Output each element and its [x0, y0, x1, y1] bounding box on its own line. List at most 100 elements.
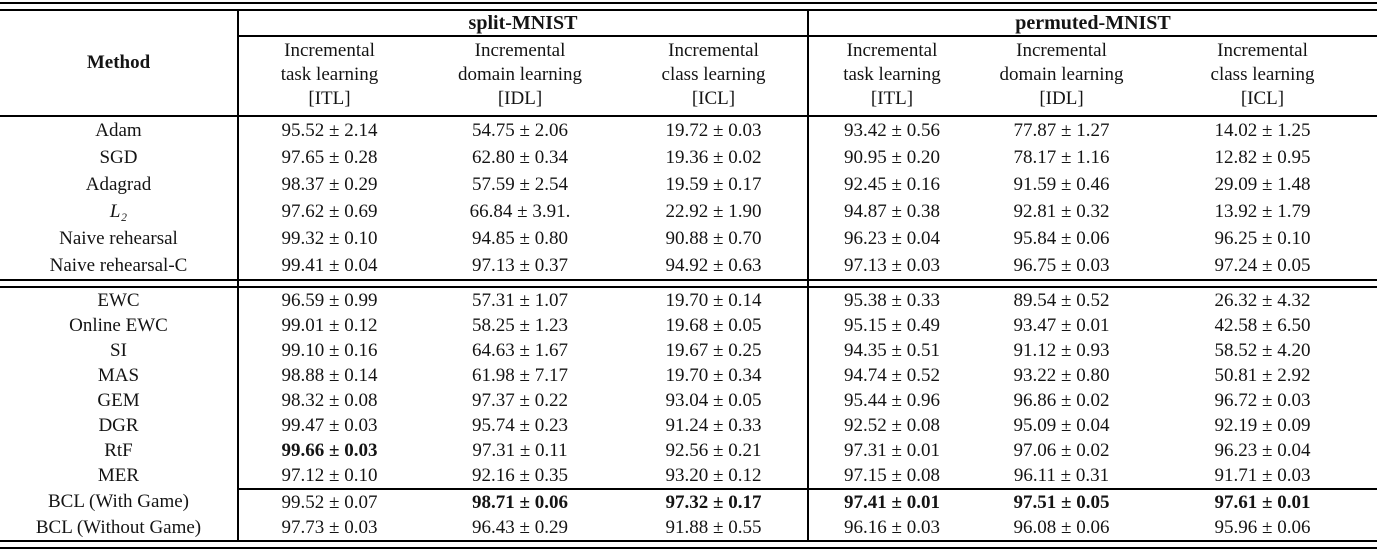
value-cell: 14.02 ± 1.25: [1214, 119, 1311, 141]
value-cell: 19.70 ± 0.34: [665, 364, 762, 386]
value-cell: 99.47 ± 0.03: [237, 413, 420, 438]
value-cell: 96.23 ± 0.04: [1214, 439, 1311, 461]
value-cell: 58.52 ± 4.20: [1214, 339, 1311, 361]
value-cell: 26.32 ± 4.32: [1214, 289, 1311, 311]
value-cell: 97.13 ± 0.37: [472, 254, 568, 276]
value-cell: 98.32 ± 0.08: [237, 388, 420, 413]
value-cell: 92.45 ± 0.16: [807, 171, 975, 198]
table-row-dgr: DGR 99.47 ± 0.03 95.74 ± 0.23 91.24 ± 0.…: [0, 413, 1377, 438]
value-cell: 94.85 ± 0.80: [472, 227, 568, 249]
value-cell: 19.68 ± 0.05: [665, 314, 762, 336]
value-cell: 96.59 ± 0.99: [237, 287, 420, 313]
table-row-adagrad: Adagrad 98.37 ± 0.29 57.59 ± 2.54 19.59 …: [0, 171, 1377, 198]
value-cell: 92.52 ± 0.08: [807, 413, 975, 438]
value-cell: 98.71 ± 0.06: [420, 488, 620, 515]
value-cell: 97.31 ± 0.11: [472, 439, 568, 461]
table-row-mer: MER 97.12 ± 0.10 92.16 ± 0.35 93.20 ± 0.…: [0, 463, 1377, 489]
method-cell: GEM: [97, 389, 140, 411]
top-double-rule: [0, 2, 1377, 11]
method-cell: SGD: [99, 146, 138, 168]
value-cell: 13.92 ± 1.79: [1214, 200, 1311, 222]
value-cell: 97.51 ± 0.05: [975, 488, 1148, 515]
value-cell: 57.31 ± 1.07: [472, 289, 568, 311]
method-cell: MAS: [97, 364, 140, 386]
value-cell: 96.16 ± 0.03: [807, 515, 975, 541]
group-header-split-mnist: split-MNIST: [237, 10, 808, 37]
value-cell: 64.63 ± 1.67: [472, 339, 568, 361]
value-cell: 93.04 ± 0.05: [665, 389, 762, 411]
value-cell: 99.32 ± 0.10: [237, 225, 420, 252]
column-header-permuted-icl: Incremental class learning [ICL]: [1148, 36, 1377, 117]
value-cell: 94.35 ± 0.51: [807, 338, 975, 363]
value-cell: 91.59 ± 0.46: [1013, 173, 1110, 195]
value-cell: 94.87 ± 0.38: [807, 198, 975, 225]
value-cell: 99.01 ± 0.12: [237, 313, 420, 338]
method-cell: BCL (Without Game): [35, 516, 202, 538]
group-header-permuted-mnist: permuted-MNIST: [807, 10, 1377, 37]
value-cell: 96.72 ± 0.03: [1214, 389, 1311, 411]
value-cell: 93.22 ± 0.80: [1013, 364, 1110, 386]
value-cell: 58.25 ± 1.23: [472, 314, 568, 336]
column-header-split-itl: Incremental task learning [ITL]: [237, 36, 420, 117]
method-cell: EWC: [97, 289, 140, 311]
rule-segment: [0, 279, 238, 288]
value-cell: 97.13 ± 0.03: [807, 252, 975, 280]
value-cell: 61.98 ± 7.17: [472, 364, 568, 386]
value-cell: 95.44 ± 0.96: [807, 388, 975, 413]
value-cell: 22.92 ± 1.90: [665, 200, 762, 222]
value-cell: 12.82 ± 0.95: [1214, 146, 1311, 168]
value-cell: 95.96 ± 0.06: [1214, 516, 1311, 538]
value-cell: 78.17 ± 1.16: [1013, 146, 1110, 168]
table-row-naive-rehearsal: Naive rehearsal 99.32 ± 0.10 94.85 ± 0.8…: [0, 225, 1377, 252]
value-cell: 42.58 ± 6.50: [1214, 314, 1311, 336]
method-cell: RtF: [104, 439, 133, 461]
value-cell: 96.08 ± 0.06: [1013, 516, 1110, 538]
table-row-rtf: RtF 99.66 ± 0.03 97.31 ± 0.11 92.56 ± 0.…: [0, 438, 1377, 463]
value-cell: 95.74 ± 0.23: [472, 414, 568, 436]
value-cell: 62.80 ± 0.34: [472, 146, 568, 168]
value-cell: 95.38 ± 0.33: [807, 287, 975, 313]
value-cell: 91.12 ± 0.93: [1013, 339, 1110, 361]
value-cell: 97.61 ± 0.01: [1148, 488, 1377, 515]
value-cell: 89.54 ± 0.52: [1013, 289, 1110, 311]
table-row-adam: Adam 95.52 ± 2.14 54.75 ± 2.06 19.72 ± 0…: [0, 116, 1377, 144]
value-cell: 93.20 ± 0.12: [665, 464, 762, 486]
value-cell: 97.32 ± 0.17: [620, 488, 808, 515]
column-header-permuted-idl: Incremental domain learning [IDL]: [975, 36, 1148, 117]
value-cell: 97.06 ± 0.02: [1013, 439, 1110, 461]
value-cell: 57.59 ± 2.54: [472, 173, 568, 195]
value-cell: 97.73 ± 0.03: [237, 515, 420, 541]
value-cell: 66.84 ± 3.91.: [469, 200, 571, 222]
rule-segment: [0, 2, 1377, 11]
value-cell: 99.10 ± 0.16: [237, 338, 420, 363]
value-cell: 95.15 ± 0.49: [807, 313, 975, 338]
value-cell: 98.88 ± 0.14: [237, 363, 420, 388]
value-cell: 91.71 ± 0.03: [1214, 464, 1311, 486]
subcolumn-header-row: Incremental task learning [ITL] Incremen…: [0, 36, 1377, 117]
value-cell: 96.11 ± 0.31: [1013, 464, 1110, 486]
value-cell: 97.24 ± 0.05: [1214, 254, 1311, 276]
value-cell: 91.24 ± 0.33: [665, 414, 762, 436]
method-cell: Adam: [95, 119, 142, 141]
table-row-mas: MAS 98.88 ± 0.14 61.98 ± 7.17 19.70 ± 0.…: [0, 363, 1377, 388]
table-row-sgd: SGD 97.65 ± 0.28 62.80 ± 0.34 19.36 ± 0.…: [0, 144, 1377, 171]
table-row-ewc: EWC 96.59 ± 0.99 57.31 ± 1.07 19.70 ± 0.…: [0, 287, 1377, 313]
value-cell: 91.88 ± 0.55: [665, 516, 762, 538]
method-cell: DGR: [98, 414, 139, 436]
table-row-bcl-without-game: BCL (Without Game) 97.73 ± 0.03 96.43 ± …: [0, 515, 1377, 541]
value-cell: 19.36 ± 0.02: [665, 146, 762, 168]
method-cell: Naive rehearsal: [59, 227, 178, 249]
value-cell: 95.09 ± 0.04: [1013, 414, 1110, 436]
value-cell: 90.88 ± 0.70: [665, 227, 762, 249]
value-cell: 97.41 ± 0.01: [807, 488, 975, 515]
column-header-split-idl: Incremental domain learning [IDL]: [420, 36, 620, 117]
value-cell: 19.72 ± 0.03: [665, 119, 762, 141]
table-row-bcl-with-game: BCL (With Game) 99.52 ± 0.07 98.71 ± 0.0…: [0, 488, 1377, 515]
value-cell: 92.81 ± 0.32: [1013, 200, 1110, 222]
value-cell: 98.37 ± 0.29: [237, 171, 420, 198]
mid-double-rule: [0, 279, 1377, 288]
value-cell: 94.92 ± 0.63: [665, 254, 762, 276]
value-cell: 97.31 ± 0.01: [807, 438, 975, 463]
value-cell: 93.42 ± 0.56: [807, 116, 975, 144]
